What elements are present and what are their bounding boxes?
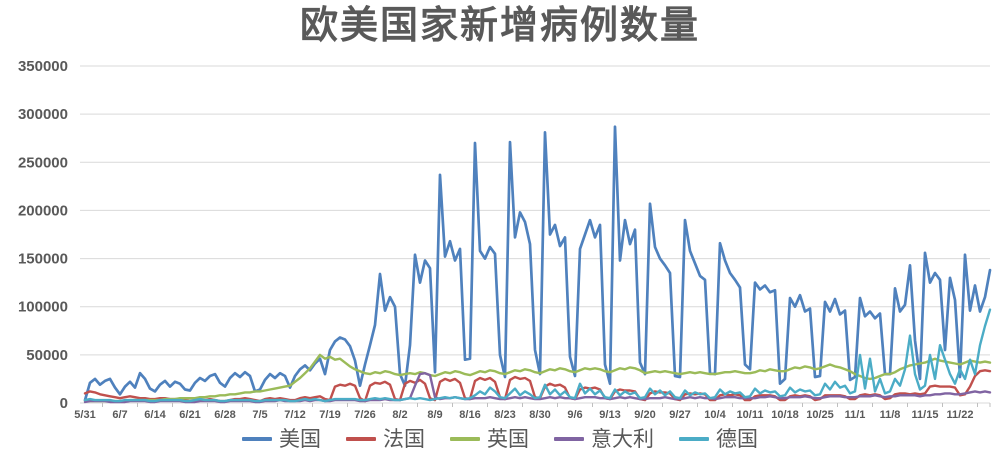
x-axis-tick-label: 10/4: [704, 409, 726, 421]
chart-legend: 美国 法国 英国 意大利 德国: [0, 423, 1000, 455]
x-axis-tick-label: 9/6: [567, 409, 582, 421]
series-layer: [83, 125, 992, 404]
y-axis-tick-label: 150000: [18, 251, 68, 268]
series-line-germany: [83, 308, 992, 403]
axis-layer: 0 50000 100000 150000 200000 250000 300000 3500…: [18, 58, 991, 421]
legend-item-italy: 意大利: [554, 426, 654, 451]
x-axis-tick-label: 6/28: [214, 409, 235, 421]
y-axis-tick-label: 200000: [18, 202, 68, 219]
x-axis-tick-label: 8/30: [529, 409, 550, 421]
x-axis-tick-label: 10/25: [806, 409, 834, 421]
y-axis-tick-label: 0: [60, 395, 68, 412]
legend-item-usa: 美国: [242, 426, 321, 451]
x-axis-tick-label: 9/27: [669, 409, 690, 421]
x-axis-tick-label: 10/11: [737, 409, 764, 421]
legend-line-swatch-italy: [554, 437, 584, 441]
legend-item-france: 法国: [346, 426, 425, 451]
legend-item-germany: 德国: [679, 426, 758, 451]
legend-line-swatch-france: [346, 437, 376, 441]
legend-label-uk: 英国: [487, 426, 529, 451]
x-axis-tick-label: 11/1: [845, 409, 866, 421]
x-axis-tick-label: 8/23: [494, 409, 515, 421]
x-axis-tick-label: 8/2: [392, 409, 407, 421]
x-axis-tick-label: 7/12: [284, 409, 305, 421]
legend-line-swatch-germany: [679, 437, 709, 441]
legend-line-swatch-usa: [242, 437, 272, 441]
x-axis-tick-label: 5/31: [74, 409, 95, 421]
series-line-uk: [83, 353, 992, 403]
y-axis-tick-label: 350000: [18, 58, 68, 75]
chart-title: 欧美国家新增病例数量: [299, 2, 700, 47]
legend-label-usa: 美国: [279, 426, 321, 451]
y-axis-tick-label: 250000: [18, 154, 68, 171]
legend-item-uk: 英国: [450, 426, 529, 451]
x-axis-tick-label: 8/9: [427, 409, 442, 421]
x-axis-tick-label: 9/13: [599, 409, 620, 421]
x-axis-tick-label: 8/16: [459, 409, 480, 421]
x-axis-tick-label: 11/15: [912, 409, 939, 421]
y-axis-tick-label: 100000: [18, 299, 68, 316]
y-axis-tick-label: 50000: [26, 347, 68, 364]
legend-label-france: 法国: [383, 426, 425, 451]
x-axis-tick-label: 11/8: [880, 409, 901, 421]
x-axis-tick-label: 6/21: [179, 409, 200, 421]
x-axis-tick-label: 6/14: [144, 409, 166, 421]
x-axis-tick-label: 11/22: [947, 409, 974, 421]
legend-line-swatch-uk: [450, 437, 480, 441]
x-axis-tick-label: 7/26: [354, 409, 375, 421]
series-line-usa: [83, 125, 992, 402]
x-axis-tick-label: 7/19: [319, 409, 340, 421]
legend-label-germany: 德国: [716, 426, 758, 451]
x-axis-tick-label: 9/20: [634, 409, 655, 421]
y-axis-tick-label: 300000: [18, 106, 68, 123]
x-axis-tick-label: 10/18: [771, 409, 799, 421]
x-axis-tick-label: 7/5: [252, 409, 267, 421]
legend-label-italy: 意大利: [591, 426, 654, 451]
x-axis-tick-label: 6/7: [112, 409, 127, 421]
